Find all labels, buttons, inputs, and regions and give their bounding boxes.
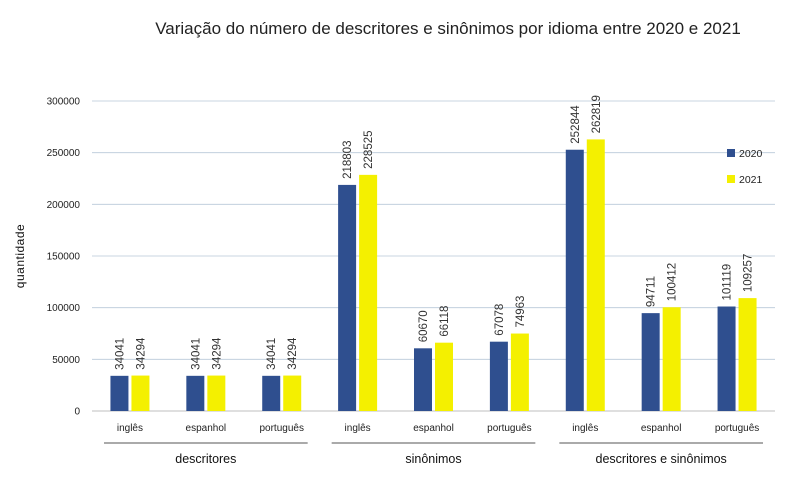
- category-label: português: [259, 423, 303, 434]
- data-label: 109257: [743, 254, 755, 292]
- legend-swatch-2021: [727, 175, 735, 183]
- y-tick-label: 0: [74, 407, 80, 418]
- y-tick-label: 250000: [47, 148, 81, 159]
- legend: 2020 2021: [727, 148, 763, 186]
- bar-2020: [186, 375, 205, 411]
- bar-2020: [565, 149, 584, 412]
- bar-2021: [738, 298, 757, 411]
- bar-2020: [414, 348, 432, 411]
- data-label: 228525: [363, 130, 375, 168]
- data-label: 34041: [266, 338, 278, 370]
- legend-label-2021: 2021: [739, 174, 763, 186]
- chart-title: Variação do número de descritores e sinô…: [155, 19, 741, 38]
- data-label: 34294: [135, 337, 147, 370]
- bar-2021: [510, 333, 529, 411]
- category-label: inglês: [572, 423, 598, 434]
- category-label: espanhol: [413, 423, 454, 434]
- bar-2020: [262, 375, 281, 411]
- data-label: 101119: [722, 264, 734, 301]
- data-label: 100412: [667, 263, 679, 301]
- bar-2020: [641, 313, 660, 411]
- bar-2021: [662, 307, 681, 411]
- data-label: 252844: [570, 105, 582, 144]
- group-label: descritores: [175, 452, 236, 466]
- y-tick-label: 150000: [47, 252, 81, 263]
- category-label: português: [715, 423, 759, 434]
- data-label: 218803: [342, 141, 354, 179]
- data-labels: 34041 34294 34041 34294 34041 34294 218803 2285…: [114, 95, 754, 370]
- category-label: inglês: [117, 423, 143, 434]
- data-label: 66118: [439, 306, 451, 337]
- bars: [110, 139, 757, 412]
- category-label: espanhol: [186, 423, 227, 434]
- y-tick-label: 50000: [52, 355, 80, 366]
- bar-2021: [131, 375, 150, 411]
- data-label: 94711: [646, 276, 658, 307]
- y-axis-label: quantidade: [13, 224, 27, 288]
- bar-2021: [207, 375, 226, 411]
- bar-2020: [489, 341, 508, 411]
- bar-2021: [283, 375, 302, 411]
- data-label: 34294: [287, 337, 299, 370]
- y-tick-label: 200000: [47, 200, 81, 211]
- data-label: 34294: [211, 337, 223, 370]
- data-label: 74963: [515, 296, 527, 328]
- bar-2021: [359, 174, 378, 411]
- category-label: português: [487, 423, 531, 434]
- bar-2020: [338, 184, 357, 411]
- category-label: espanhol: [641, 423, 682, 434]
- y-axis-ticks: 0 50000 100000 150000 200000 250000 300000: [47, 97, 81, 418]
- bar-2021: [435, 342, 453, 411]
- group-label: descritores e sinônimos: [596, 452, 727, 466]
- group-label: sinônimos: [405, 452, 461, 466]
- category-label: inglês: [345, 423, 371, 434]
- bar-2020: [110, 375, 129, 411]
- data-label: 60670: [418, 310, 430, 342]
- data-label: 34041: [114, 338, 126, 370]
- y-tick-label: 100000: [47, 303, 81, 314]
- bar-2020: [717, 306, 736, 411]
- category-labels: inglês espanhol português inglês espanhol por…: [117, 423, 759, 434]
- data-label: 34041: [190, 338, 202, 370]
- legend-label-2020: 2020: [739, 148, 763, 160]
- bar-2021: [586, 139, 605, 412]
- data-label: 262819: [591, 95, 603, 133]
- group-labels: descritores sinônimos descritores e sinôni…: [104, 442, 763, 466]
- y-tick-label: 300000: [47, 97, 81, 108]
- data-label: 67078: [494, 304, 506, 336]
- legend-swatch-2020: [727, 149, 735, 157]
- gridlines: [92, 100, 775, 412]
